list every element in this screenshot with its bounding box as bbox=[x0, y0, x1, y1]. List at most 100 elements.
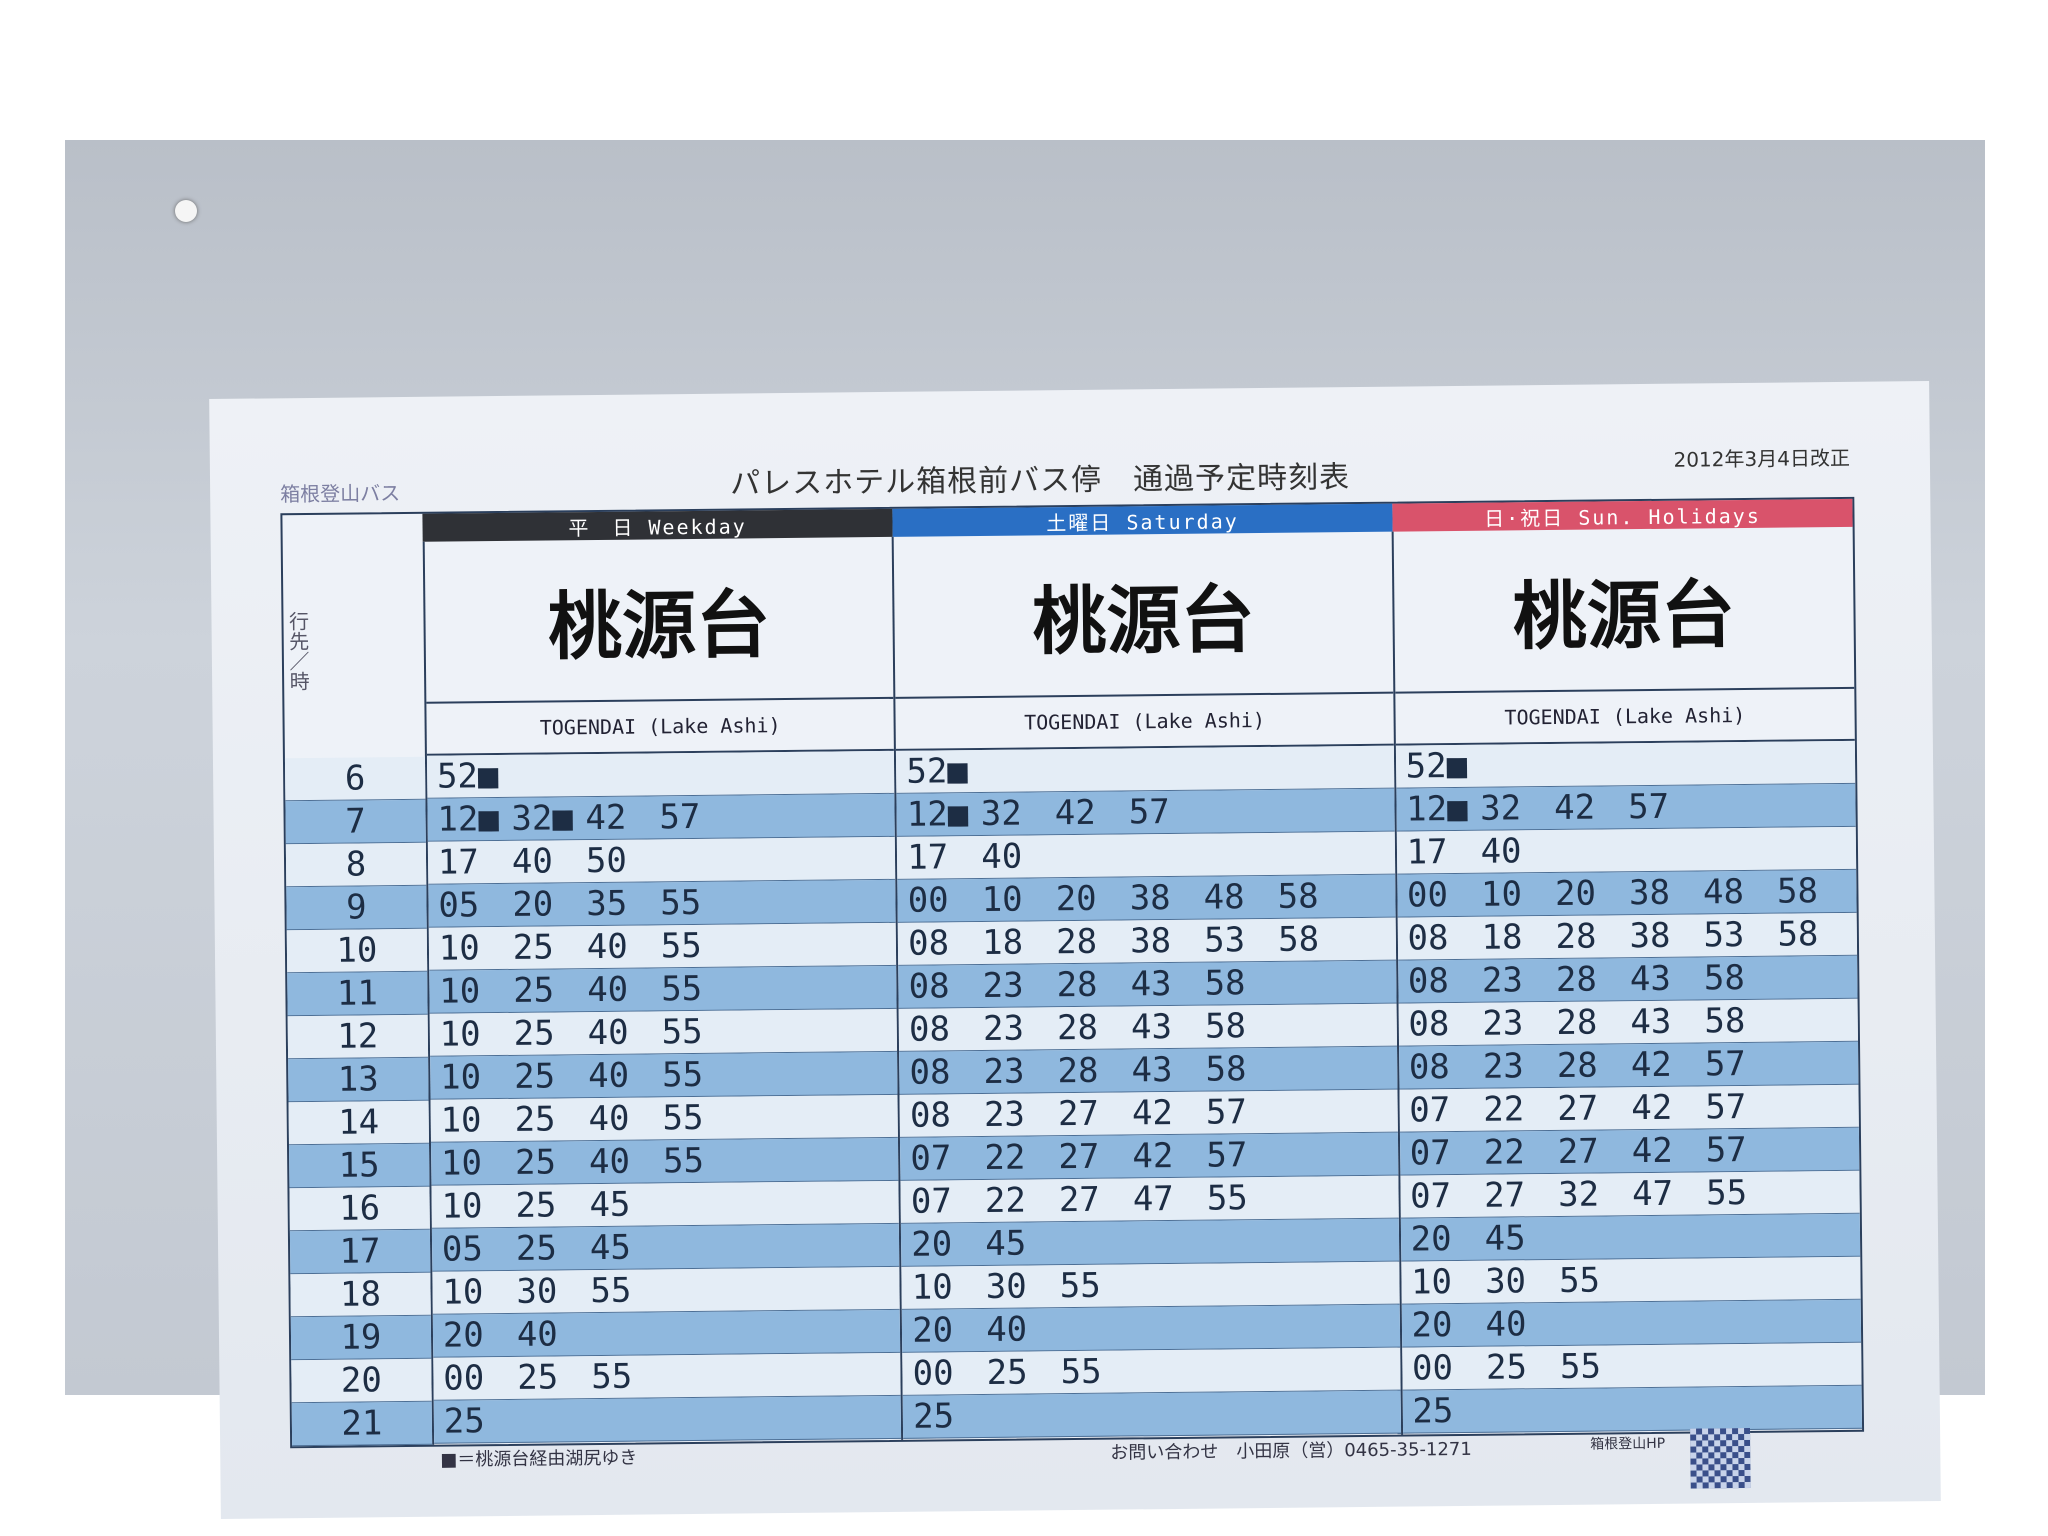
hour-cell: 13 bbox=[288, 1057, 429, 1103]
departure-minute: 17 bbox=[1406, 832, 1448, 873]
revision-date: 2012年3月4日改正 bbox=[1673, 445, 1851, 472]
departure-minute: 30 bbox=[985, 1266, 1027, 1307]
hour-cell: 21 bbox=[291, 1401, 432, 1447]
departure-minute: 07 bbox=[910, 1138, 952, 1179]
hour-column: 行先／時 6 7 8 9 10 11 12 13 14 15 16 17 18 19 20 21 bbox=[282, 541, 434, 1447]
departure-minute: 12■ bbox=[906, 794, 969, 835]
departure-minute: 25 bbox=[443, 1401, 485, 1442]
table-row: 20 40 bbox=[1401, 1299, 1862, 1348]
departure-minute: 38 bbox=[1129, 920, 1172, 962]
departure-minute: 57 bbox=[1704, 1043, 1746, 1085]
departure-minute: 40 bbox=[985, 1309, 1028, 1350]
departure-minute: 23 bbox=[983, 1094, 1026, 1135]
departure-minute: 27 bbox=[1057, 1093, 1100, 1135]
departure-minute: 00 bbox=[443, 1358, 485, 1399]
departure-minute: 20 bbox=[1055, 878, 1097, 920]
departure-minute: 58 bbox=[1205, 1049, 1247, 1090]
departure-minute: 20 bbox=[442, 1315, 484, 1356]
departure-minute: 55 bbox=[1558, 1260, 1601, 1301]
table-row: 25 bbox=[1402, 1385, 1863, 1434]
table-row: 07 27 32 47 55 bbox=[1399, 1170, 1860, 1219]
departure-minute: 25 bbox=[514, 1142, 557, 1183]
departure-minute: 55 bbox=[662, 1097, 704, 1139]
hour-cell: 6 bbox=[284, 756, 426, 802]
departure-minute: 23 bbox=[1481, 960, 1524, 1001]
table-row: 08 23 28 43 58 bbox=[899, 1046, 1398, 1095]
hour-cell: 10 bbox=[286, 928, 428, 974]
hour-cell: 18 bbox=[290, 1272, 431, 1318]
table-row: 17 40 bbox=[897, 831, 1395, 880]
departure-minute: 57 bbox=[659, 796, 701, 838]
departure-minute: 50 bbox=[585, 840, 628, 882]
day-column: 桃源台 TOGENDAI (Lake Ashi) 52■ 12■ 32 42 57 17 40 0… bbox=[1393, 526, 1863, 1435]
departure-minute: 42 bbox=[1054, 792, 1096, 834]
departure-minute: 43 bbox=[1131, 1049, 1173, 1091]
departure-minute: 57 bbox=[1205, 1092, 1248, 1133]
departure-minute: 20 bbox=[911, 1224, 953, 1265]
departure-minute: 27 bbox=[1058, 1179, 1101, 1221]
departure-minute: 42 bbox=[1631, 1087, 1673, 1129]
departure-minute: 58 bbox=[1776, 871, 1819, 912]
departure-minute: 42 bbox=[585, 797, 627, 839]
departure-minute: 45 bbox=[589, 1227, 632, 1269]
table-row: 00 25 55 bbox=[1401, 1342, 1862, 1391]
departure-minute: 18 bbox=[1481, 917, 1523, 958]
departure-minute: 10 bbox=[911, 1267, 953, 1308]
departure-minute: 10 bbox=[1410, 1262, 1453, 1303]
table-row: 08 18 28 38 53 58 bbox=[1397, 912, 1858, 961]
departure-minute: 43 bbox=[1629, 958, 1672, 1000]
departure-minute: 20 bbox=[912, 1310, 954, 1351]
departure-minute: 10 bbox=[439, 1014, 481, 1055]
departure-minute: 40 bbox=[587, 969, 629, 1011]
departure-minute: 55 bbox=[1559, 1346, 1602, 1387]
table-row: 08 23 28 42 57 bbox=[1398, 1041, 1859, 1090]
departure-minute: 55 bbox=[591, 1356, 633, 1398]
departure-minute: 57 bbox=[1206, 1135, 1248, 1176]
hour-cell: 8 bbox=[285, 842, 427, 888]
departure-minute: 48 bbox=[1702, 871, 1745, 913]
photo-frame: 箱根登山バス パレスホテル箱根前バス停 通過予定時刻表 2012年3月4日改正 … bbox=[65, 140, 1985, 1519]
departure-minute: 57 bbox=[1705, 1129, 1747, 1171]
departure-minute: 45 bbox=[985, 1223, 1027, 1264]
departure-minute: 55 bbox=[661, 968, 703, 1010]
departure-minute: 07 bbox=[1409, 1176, 1452, 1217]
table-row: 00 10 20 38 48 58 bbox=[1396, 869, 1857, 918]
departure-minute: 20 bbox=[1410, 1219, 1452, 1260]
departure-minute: 25 bbox=[517, 1357, 559, 1398]
departure-minute: 40 bbox=[586, 926, 628, 968]
departure-minute: 55 bbox=[662, 1140, 705, 1182]
destination: 桃源台 bbox=[424, 536, 894, 704]
departure-minute: 23 bbox=[983, 1051, 1025, 1092]
departure-minute: 40 bbox=[588, 1141, 631, 1183]
departure-minute: 55 bbox=[1206, 1178, 1249, 1219]
departure-minute: 12■ bbox=[437, 799, 500, 840]
table-row: 17 40 50 bbox=[427, 836, 896, 885]
departure-minute: 47 bbox=[1132, 1178, 1175, 1220]
departure-minute: 45 bbox=[1484, 1218, 1526, 1259]
departure-minute: 55 bbox=[1059, 1265, 1101, 1307]
departure-minute: 25 bbox=[514, 1099, 556, 1140]
departure-minute: 58 bbox=[1703, 957, 1746, 999]
departure-minute: 25 bbox=[513, 1013, 555, 1054]
table-row: 07 22 27 47 55 bbox=[900, 1175, 1399, 1224]
day-column: 桃源台 TOGENDAI (Lake Ashi) 52■ 12■ 32■ 42 57 17 40… bbox=[424, 536, 904, 1445]
qr-label: 箱根登山HP bbox=[1590, 1435, 1666, 1453]
departure-minute: 07 bbox=[1409, 1090, 1451, 1131]
table-row: 10 25 40 55 bbox=[430, 1137, 899, 1186]
departure-minute: 25 bbox=[513, 1056, 556, 1097]
departure-minute: 28 bbox=[1056, 964, 1098, 1006]
hour-cell: 15 bbox=[289, 1143, 430, 1189]
departure-minute: 55 bbox=[590, 1270, 632, 1312]
hour-cell: 20 bbox=[291, 1358, 432, 1404]
departure-minute: 23 bbox=[1482, 1046, 1524, 1087]
table-row: 10 25 40 55 bbox=[428, 922, 897, 971]
departure-minute: 28 bbox=[1555, 916, 1597, 957]
departure-minute: 55 bbox=[660, 882, 702, 924]
destination: 桃源台 bbox=[1393, 526, 1855, 694]
departure-minute: 10 bbox=[439, 1057, 482, 1098]
departure-minute: 48 bbox=[1203, 877, 1245, 918]
hour-cell: 16 bbox=[289, 1186, 430, 1232]
departure-minute: 22 bbox=[984, 1137, 1026, 1178]
table-row: 10 30 55 bbox=[901, 1261, 1400, 1310]
table-row: 07 22 27 42 57 bbox=[1399, 1127, 1860, 1176]
